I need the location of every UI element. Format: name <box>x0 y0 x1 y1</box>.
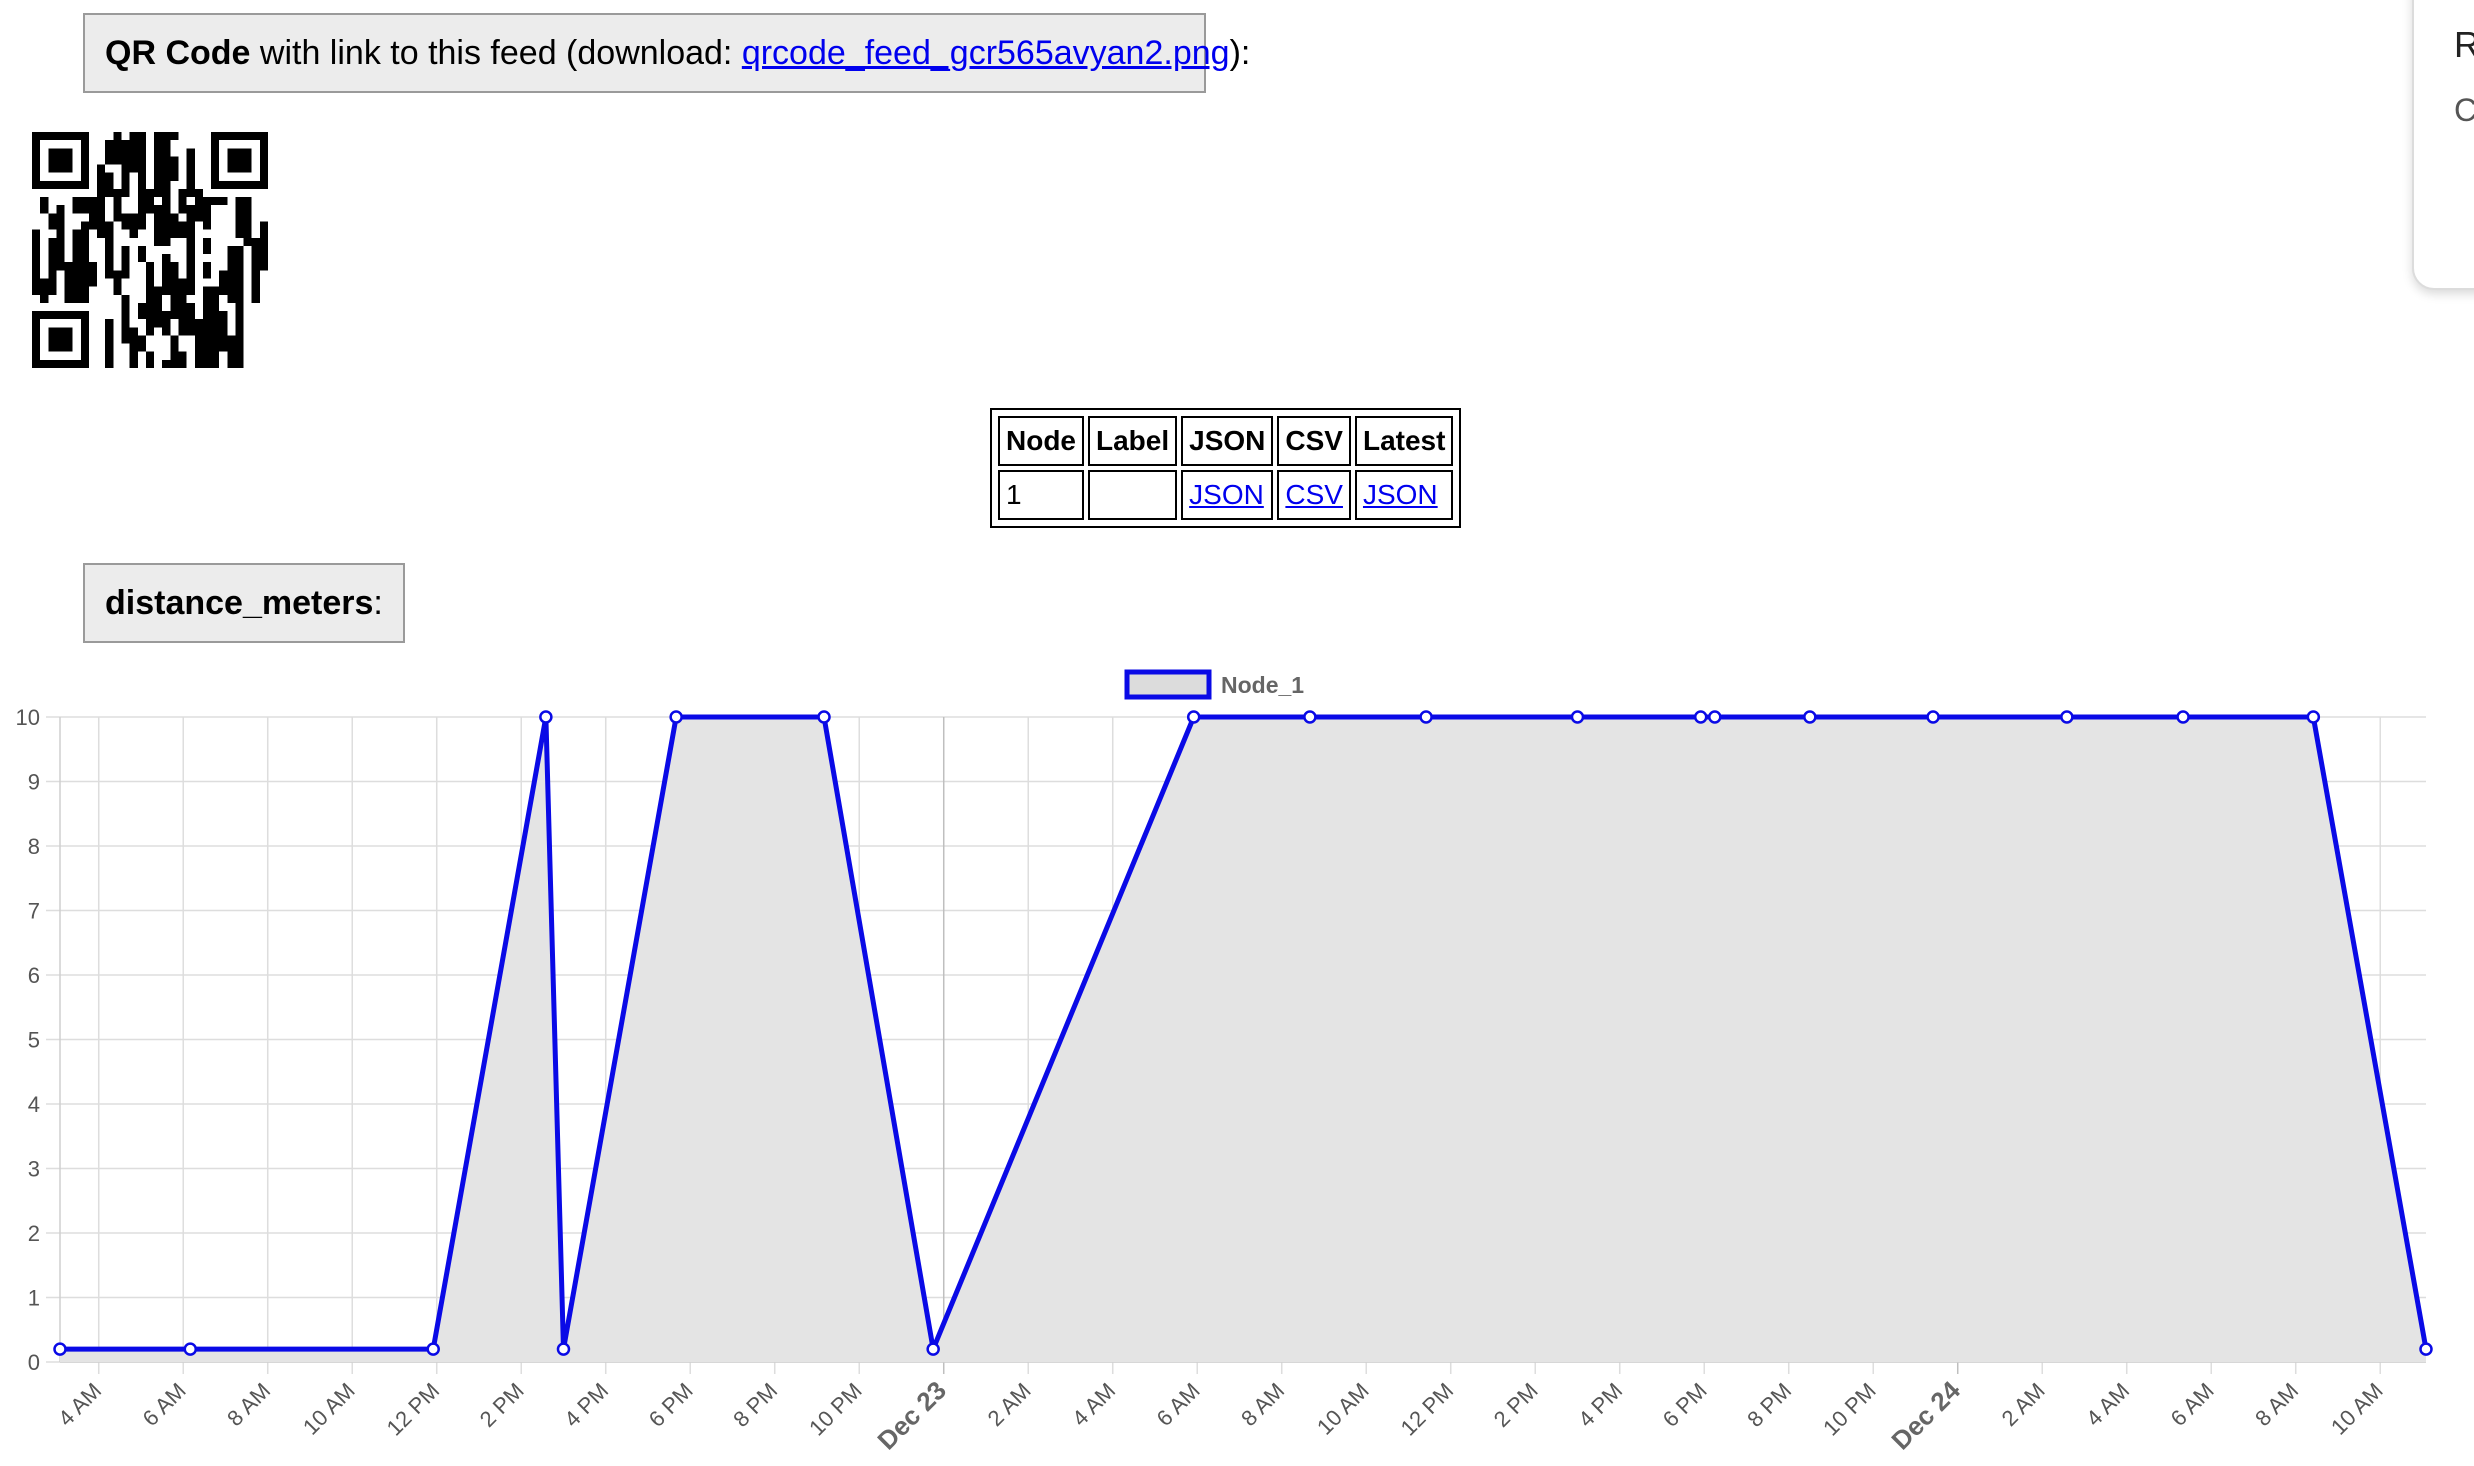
x-tick-label: 8 AM <box>1236 1378 1289 1431</box>
legend-label-node-1: Node_1 <box>1221 672 1304 698</box>
feeds-table: Node Label JSON CSV Latest 1 JSON CSV JS… <box>990 408 1462 528</box>
x-tick-label: 2 PM <box>1489 1378 1543 1432</box>
x-tick-label: 4 PM <box>1573 1378 1627 1432</box>
qr-code-text-end: ): <box>1229 34 1251 72</box>
cell-node: 1 <box>998 470 1084 520</box>
side-card-letter-bottom: C <box>2454 92 2474 128</box>
col-header-latest: Latest <box>1354 416 1454 466</box>
x-tick-label: 6 AM <box>1152 1378 1205 1431</box>
data-point <box>1186 710 1201 724</box>
qr-code-header: QR Code with link to this feed (download… <box>83 13 1250 93</box>
qr-download-link[interactable]: qrcode_feed_gcr565avyan2.png <box>741 34 1230 72</box>
x-tick-label: 4 AM <box>1067 1378 1120 1431</box>
metric-name: distance_meters <box>105 584 374 622</box>
data-point <box>1419 710 1433 724</box>
x-tick-label: Dec 23 <box>871 1375 951 1455</box>
feeds-table-header-row: Node Label JSON CSV Latest <box>998 416 1454 466</box>
y-tick-label: 1 <box>28 1286 40 1311</box>
data-point <box>2306 710 2321 724</box>
cell-label <box>1088 470 1178 520</box>
metric-header: distance_meters: <box>83 563 405 643</box>
qr-code-text: with link to this feed (download: <box>250 34 742 72</box>
col-header-label: Label <box>1088 416 1178 466</box>
series-line-node-1 <box>60 714 2429 1352</box>
qr-code-title: QR Code <box>105 34 251 72</box>
data-point <box>2060 710 2074 724</box>
data-point <box>669 710 683 724</box>
data-point <box>1803 710 1817 724</box>
x-tick-label: 6 AM <box>2166 1378 2219 1431</box>
x-tick-label: 4 AM <box>53 1378 106 1431</box>
col-header-json: JSON <box>1181 416 1274 466</box>
y-tick-label: 8 <box>28 834 40 859</box>
data-point <box>1926 710 1940 724</box>
x-tick-label: 4 AM <box>2081 1378 2134 1431</box>
cell-latest: JSON <box>1354 470 1454 520</box>
y-tick-label: 5 <box>28 1028 40 1053</box>
data-point <box>926 1342 940 1356</box>
y-tick-label: 0 <box>28 1350 40 1375</box>
y-tick-label: 9 <box>28 770 40 795</box>
y-tick-label: 7 <box>28 899 40 924</box>
y-tick-label: 6 <box>28 963 40 988</box>
col-header-node: Node <box>998 416 1084 466</box>
series-area-node-1 <box>60 717 2426 1362</box>
data-point <box>1708 710 1722 724</box>
side-panel-card[interactable]: R C <box>2412 0 2474 290</box>
x-tick-label: Dec 24 <box>1885 1375 1966 1456</box>
data-point <box>1303 710 1317 724</box>
json-link[interactable]: JSON <box>1189 479 1264 510</box>
side-card-letter-top: R <box>2454 24 2474 65</box>
x-tick-label: 6 AM <box>138 1378 191 1431</box>
data-point <box>2176 710 2190 724</box>
qr-code-modules <box>32 132 268 368</box>
x-tick-label: 10 PM <box>804 1378 867 1441</box>
latest-json-link[interactable]: JSON <box>1362 479 1438 510</box>
table-row: 1 JSON CSV JSON <box>998 470 1454 520</box>
data-point <box>2419 1342 2433 1356</box>
x-tick-label: 10 PM <box>1818 1378 1881 1441</box>
x-tick-label: 6 PM <box>644 1378 698 1432</box>
data-point <box>556 1342 571 1356</box>
x-tick-label: 10 AM <box>1312 1378 1374 1440</box>
data-point <box>183 1342 198 1356</box>
y-tick-label: 10 <box>16 705 40 730</box>
x-tick-label: 12 PM <box>382 1378 445 1441</box>
x-tick-label: 10 AM <box>298 1378 360 1440</box>
x-tick-label: 8 PM <box>1742 1378 1796 1432</box>
metric-suffix: : <box>373 584 383 622</box>
data-point <box>1570 710 1585 724</box>
col-header-csv: CSV <box>1277 416 1351 466</box>
x-tick-label: 6 PM <box>1658 1378 1712 1432</box>
y-tick-label: 2 <box>28 1221 40 1246</box>
x-tick-label: 2 AM <box>983 1378 1036 1431</box>
qr-code-image <box>32 132 268 368</box>
x-tick-label: 10 AM <box>2326 1378 2388 1440</box>
data-point <box>539 710 553 724</box>
x-tick-label: 12 PM <box>1396 1378 1459 1441</box>
x-tick-label: 4 PM <box>559 1378 613 1432</box>
legend-swatch-node-1 <box>1124 669 1212 700</box>
cell-csv: CSV <box>1277 470 1351 520</box>
data-point <box>53 1342 67 1356</box>
x-tick-label: 2 AM <box>1997 1378 2050 1431</box>
y-tick-label: 4 <box>28 1092 40 1117</box>
x-tick-label: 8 AM <box>2250 1378 2303 1431</box>
data-point <box>817 710 831 724</box>
cell-json: JSON <box>1181 470 1274 520</box>
data-point <box>1693 710 1708 724</box>
distance-chart: 0 1 2 3 4 5 6 7 8 9 10 4 AM 6 AM 8 AM 10 AM 12 PM 2 PM 4 … <box>16 669 2433 1456</box>
x-tick-label: 2 PM <box>475 1378 529 1432</box>
data-point <box>426 1342 440 1356</box>
y-tick-label: 3 <box>28 1157 40 1182</box>
x-tick-label: 8 AM <box>222 1378 275 1431</box>
x-tick-label: 8 PM <box>728 1378 782 1432</box>
csv-link[interactable]: CSV <box>1285 479 1343 510</box>
